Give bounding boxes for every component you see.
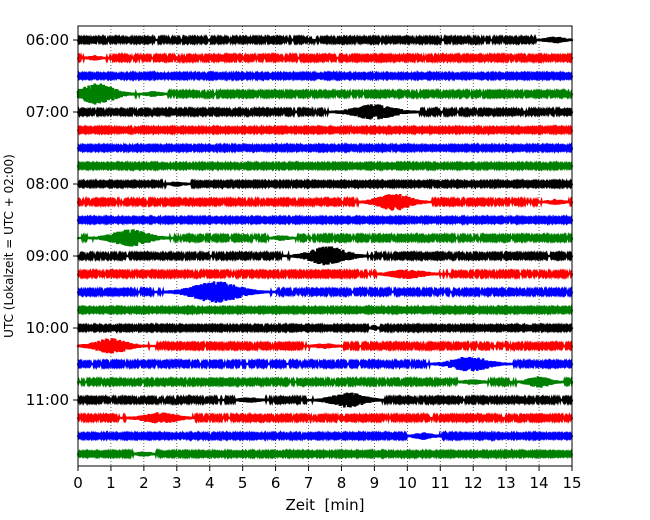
trace-0645 [76,83,574,105]
x-tick-label: 3 [172,474,182,492]
y-tick-label: 07:00 [26,103,69,121]
trace-1130 [76,430,574,442]
trace-0615 [76,51,574,65]
x-grid [110,26,540,466]
x-tick-label: 15 [562,474,581,492]
x-tick-label: 1 [106,474,116,492]
trace-0745 [76,160,574,172]
y-tick-label: 10:00 [26,319,69,337]
trace-0915 [76,267,574,281]
trace-1000 [76,322,574,334]
x-tick-label: 10 [398,474,417,492]
trace-1145 [76,447,574,461]
trace-0830 [76,214,574,226]
x-tick-label: 9 [370,474,380,492]
trace-0815 [76,194,574,211]
trace-0845 [76,229,574,247]
x-tick-label: 13 [497,474,516,492]
x-tick-label: 7 [304,474,314,492]
trace-0730 [76,142,574,154]
trace-1045 [76,375,574,389]
trace-0715 [76,124,574,136]
x-axis-label: Zeit [min] [285,496,364,514]
x-tick-label: 4 [205,474,215,492]
trace-0930 [76,281,574,303]
x-tick-label: 12 [464,474,483,492]
y-tick-label: 11:00 [26,391,69,409]
trace-0630 [76,70,574,82]
trace-1015 [76,338,574,354]
trace-0700 [76,104,574,120]
y-tick-label: 09:00 [26,247,69,265]
plot-frame [77,25,573,467]
x-tick-label: 14 [530,474,549,492]
trace-1115 [76,411,574,425]
x-tick-label: 8 [337,474,347,492]
traces [76,33,574,461]
trace-1030 [76,356,574,372]
x-tick-label: 11 [431,474,450,492]
x-tick-label: 2 [139,474,149,492]
trace-0945 [76,304,574,316]
y-tick-label: 08:00 [26,175,69,193]
y-axis-label: UTC (Lokalzeit = UTC + 02:00) [2,154,16,338]
trace-1100 [76,392,574,408]
trace-0800 [76,178,574,190]
x-tick-label: 0 [73,474,83,492]
x-tick-label: 6 [271,474,281,492]
x-tick-label: 5 [238,474,248,492]
y-tick-label: 06:00 [26,31,69,49]
y-axis: 06:00 07:00 08:00 09:00 10:00 11:00 [26,31,78,409]
trace-0900 [76,246,574,266]
x-axis: 0 1 2 3 4 5 6 7 8 9 10 11 12 13 14 15 [73,466,582,492]
trace-0600 [76,33,574,47]
